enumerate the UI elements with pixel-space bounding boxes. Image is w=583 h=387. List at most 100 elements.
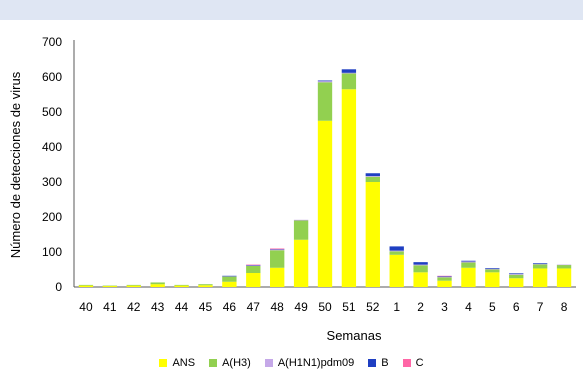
bar-segment-a-h3--43 bbox=[150, 282, 165, 285]
x-tick-label: 4 bbox=[465, 300, 472, 314]
bar-segment-a-h1n1-pdm09-3 bbox=[437, 276, 452, 278]
bar-segment-a-h3--51 bbox=[341, 73, 357, 90]
bar-segment-a-h1n1-pdm09-5 bbox=[485, 268, 500, 270]
legend-swatch bbox=[402, 359, 411, 367]
y-tick-label: 200 bbox=[42, 210, 62, 224]
bar-segment-ans-45 bbox=[198, 285, 213, 287]
x-tick-label: 49 bbox=[294, 300, 308, 314]
bar-segment-a-h1n1-pdm09-52 bbox=[365, 176, 380, 177]
bar-segment-a-h3--1 bbox=[389, 251, 404, 255]
bar-segment-ans-52 bbox=[365, 182, 380, 287]
y-tick-label: 500 bbox=[42, 105, 62, 119]
bar-segment-a-h3--6 bbox=[509, 274, 524, 279]
x-axis-label: Semanas bbox=[327, 328, 382, 343]
bar-segment-a-h1n1-pdm09-4 bbox=[461, 261, 476, 263]
bar-segment-ans-43 bbox=[150, 284, 165, 287]
x-tick-label: 1 bbox=[393, 300, 400, 314]
bar-segment-ans-44 bbox=[174, 285, 189, 287]
x-tick-label: 47 bbox=[247, 300, 261, 314]
x-tick-label: 2 bbox=[417, 300, 424, 314]
bar-segment-a-h1n1-pdm09-48 bbox=[270, 249, 285, 251]
x-tick-label: 52 bbox=[366, 300, 380, 314]
bar-segment-b-1 bbox=[389, 246, 404, 251]
x-tick-label: 6 bbox=[513, 300, 520, 314]
bar-segment-ans-49 bbox=[293, 239, 309, 287]
bar-segment-b-50 bbox=[317, 80, 333, 82]
bar-segment-b-5 bbox=[485, 268, 500, 269]
bar-segment-ans-7 bbox=[532, 268, 548, 287]
x-tick-label: 5 bbox=[489, 300, 496, 314]
x-tick-label: 48 bbox=[271, 300, 285, 314]
bar-segment-a-h3--52 bbox=[365, 176, 380, 182]
bar-segment-a-h3--4 bbox=[461, 262, 476, 268]
legend: ANS A(H3) A(H1N1)pdm09 B C bbox=[0, 357, 583, 369]
bar-segment-a-h3--42 bbox=[126, 284, 141, 286]
x-tick-label: 43 bbox=[151, 300, 165, 314]
legend-label: C bbox=[415, 357, 424, 369]
bar-segment-a-h3--2 bbox=[413, 265, 428, 273]
bar-segment-b-47 bbox=[246, 264, 261, 266]
bar-segment-a-h3--49 bbox=[293, 220, 309, 240]
legend-swatch bbox=[368, 359, 377, 367]
bar-segment-a-h3--45 bbox=[198, 284, 213, 286]
x-tick-label: 42 bbox=[127, 300, 141, 314]
bar-segment-a-h3--41 bbox=[102, 285, 118, 287]
x-tick-label: 45 bbox=[199, 300, 213, 314]
bar-segment-a-h3--8 bbox=[556, 264, 572, 269]
bar-segment-ans-4 bbox=[461, 267, 476, 287]
legend-swatch bbox=[264, 359, 273, 367]
legend-swatch bbox=[209, 359, 218, 367]
bar-segment-b-3 bbox=[437, 276, 452, 277]
x-tick-label: 40 bbox=[79, 300, 93, 314]
legend-item: A(H3) bbox=[209, 357, 251, 369]
bar-segment-a-h3--46 bbox=[222, 276, 237, 282]
y-axis-label: Número de detecciones de virus bbox=[8, 71, 23, 258]
bar-segment-b-52 bbox=[365, 173, 380, 177]
x-tick-label: 7 bbox=[537, 300, 544, 314]
bar-segment-b-46 bbox=[222, 275, 237, 277]
bar-segment-b-4 bbox=[461, 260, 476, 262]
legend-item: C bbox=[402, 357, 424, 369]
bar-segment-a-h1n1-pdm09-6 bbox=[509, 274, 524, 275]
bar-segment-ans-42 bbox=[126, 285, 141, 287]
y-tick-label: 400 bbox=[42, 140, 62, 154]
bar-segment-a-h1n1-pdm09-1 bbox=[389, 250, 404, 252]
bar-segment-a-h3--44 bbox=[174, 284, 189, 286]
bar-segment-ans-51 bbox=[341, 89, 357, 287]
bar-segment-ans-1 bbox=[389, 254, 404, 287]
bar-segment-a-h1n1-pdm09-47 bbox=[246, 265, 261, 266]
bar-segment-ans-50 bbox=[317, 120, 333, 287]
bars bbox=[78, 69, 572, 287]
legend-item: ANS bbox=[159, 357, 195, 369]
x-tick-label: 50 bbox=[318, 300, 332, 314]
bar-segment-a-h3--7 bbox=[532, 264, 548, 269]
y-tick-label: 0 bbox=[55, 280, 62, 294]
legend-label: A(H1N1)pdm09 bbox=[277, 357, 355, 369]
bar-segment-ans-2 bbox=[413, 272, 428, 287]
x-tick-label: 41 bbox=[103, 300, 117, 314]
bar-segment-b-7 bbox=[532, 263, 548, 264]
bar-segment-a-h3--48 bbox=[270, 250, 285, 268]
bar-segment-a-h1n1-pdm09-51 bbox=[341, 72, 357, 74]
bar-segment-c-48 bbox=[270, 248, 285, 250]
legend-swatch bbox=[159, 359, 168, 367]
bar-segment-ans-8 bbox=[556, 268, 572, 287]
x-tick-label: 51 bbox=[342, 300, 356, 314]
bar-segment-ans-5 bbox=[485, 272, 500, 287]
bar-segment-ans-47 bbox=[246, 273, 261, 287]
y-axis-ticks: 0 100 200 300 400 500 600 700 bbox=[42, 35, 62, 294]
bar-segment-a-h1n1-pdm09-8 bbox=[556, 264, 572, 266]
legend-item: B bbox=[368, 357, 389, 369]
bar-segment-a-h3--47 bbox=[246, 266, 261, 273]
bar-segment-a-h1n1-pdm09-7 bbox=[532, 263, 548, 265]
bar-segment-ans-3 bbox=[437, 280, 452, 287]
x-axis-ticks: 40 41 42 43 44 45 46 47 48 49 50 51 52 1 2 3 4 5 6 7 8 bbox=[79, 300, 567, 314]
y-tick-label: 100 bbox=[42, 245, 62, 259]
x-tick-label: 44 bbox=[175, 300, 189, 314]
x-tick-label: 46 bbox=[223, 300, 237, 314]
bar-segment-ans-48 bbox=[270, 267, 285, 287]
bar-segment-a-h1n1-pdm09-50 bbox=[317, 81, 333, 83]
bar-segment-b-51 bbox=[341, 69, 357, 73]
y-tick-label: 300 bbox=[42, 175, 62, 189]
bar-segment-a-h1n1-pdm09-2 bbox=[413, 264, 428, 266]
